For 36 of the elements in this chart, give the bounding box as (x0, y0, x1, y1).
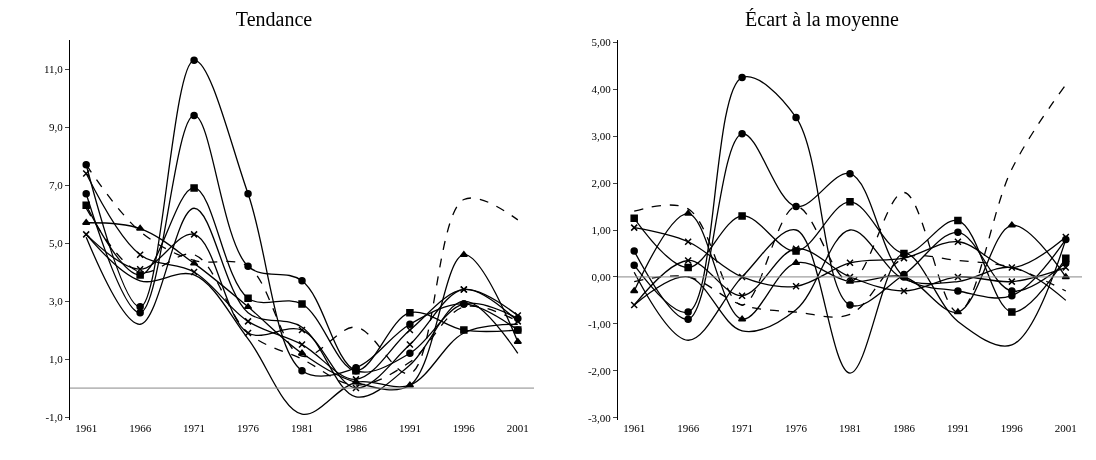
y-tick-label: 4,00 (591, 83, 612, 96)
y-tick-label: 1,00 (591, 223, 612, 236)
x-tick-label: 1976 (237, 422, 260, 434)
y-tick-label: -2,00 (587, 364, 612, 377)
x-tick-label: 1986 (344, 422, 368, 434)
x-tick-label: 1961 (75, 422, 98, 434)
x-tick-label: 1981 (839, 422, 861, 434)
x-tick-label: 1971 (183, 422, 206, 434)
x-tick-label: 1981 (291, 422, 313, 434)
x-tick-label: 1986 (892, 422, 916, 434)
y-tick-label: 5,00 (591, 36, 612, 49)
x-tick-label: 2001 (506, 422, 529, 434)
x-tick-label: 1966 (677, 422, 700, 434)
x-tick-label: 1996 (452, 422, 476, 434)
y-tick-label: 11,0 (43, 62, 64, 75)
y-tick-label: -1,0 (45, 410, 64, 423)
x-tick-label: 1991 (398, 422, 421, 434)
y-tick-label: 1,0 (49, 352, 64, 365)
y-tick-label: 9,0 (49, 120, 64, 133)
x-tick-label: 1991 (946, 422, 969, 434)
y-tick-label: 3,00 (591, 130, 612, 143)
x-tick-label: 1976 (785, 422, 808, 434)
y-tick-label: 3,0 (49, 294, 64, 307)
y-tick-label: -1,00 (587, 317, 612, 330)
chart-title: Écart à la moyenne (745, 7, 900, 31)
x-tick-label: 2001 (1054, 422, 1077, 434)
x-tick-label: 1961 (623, 422, 646, 434)
x-tick-label: 1966 (129, 422, 152, 434)
x-tick-label: 1971 (731, 422, 754, 434)
y-tick-label: 2,00 (591, 176, 612, 189)
y-tick-label: 5,0 (49, 236, 64, 249)
y-tick-label: 0,00 (591, 270, 612, 283)
x-tick-label: 1996 (1000, 422, 1024, 434)
chart-title: Tendance (235, 7, 313, 30)
y-tick-label: -3,00 (587, 411, 612, 424)
y-tick-label: 7,0 (49, 178, 64, 191)
